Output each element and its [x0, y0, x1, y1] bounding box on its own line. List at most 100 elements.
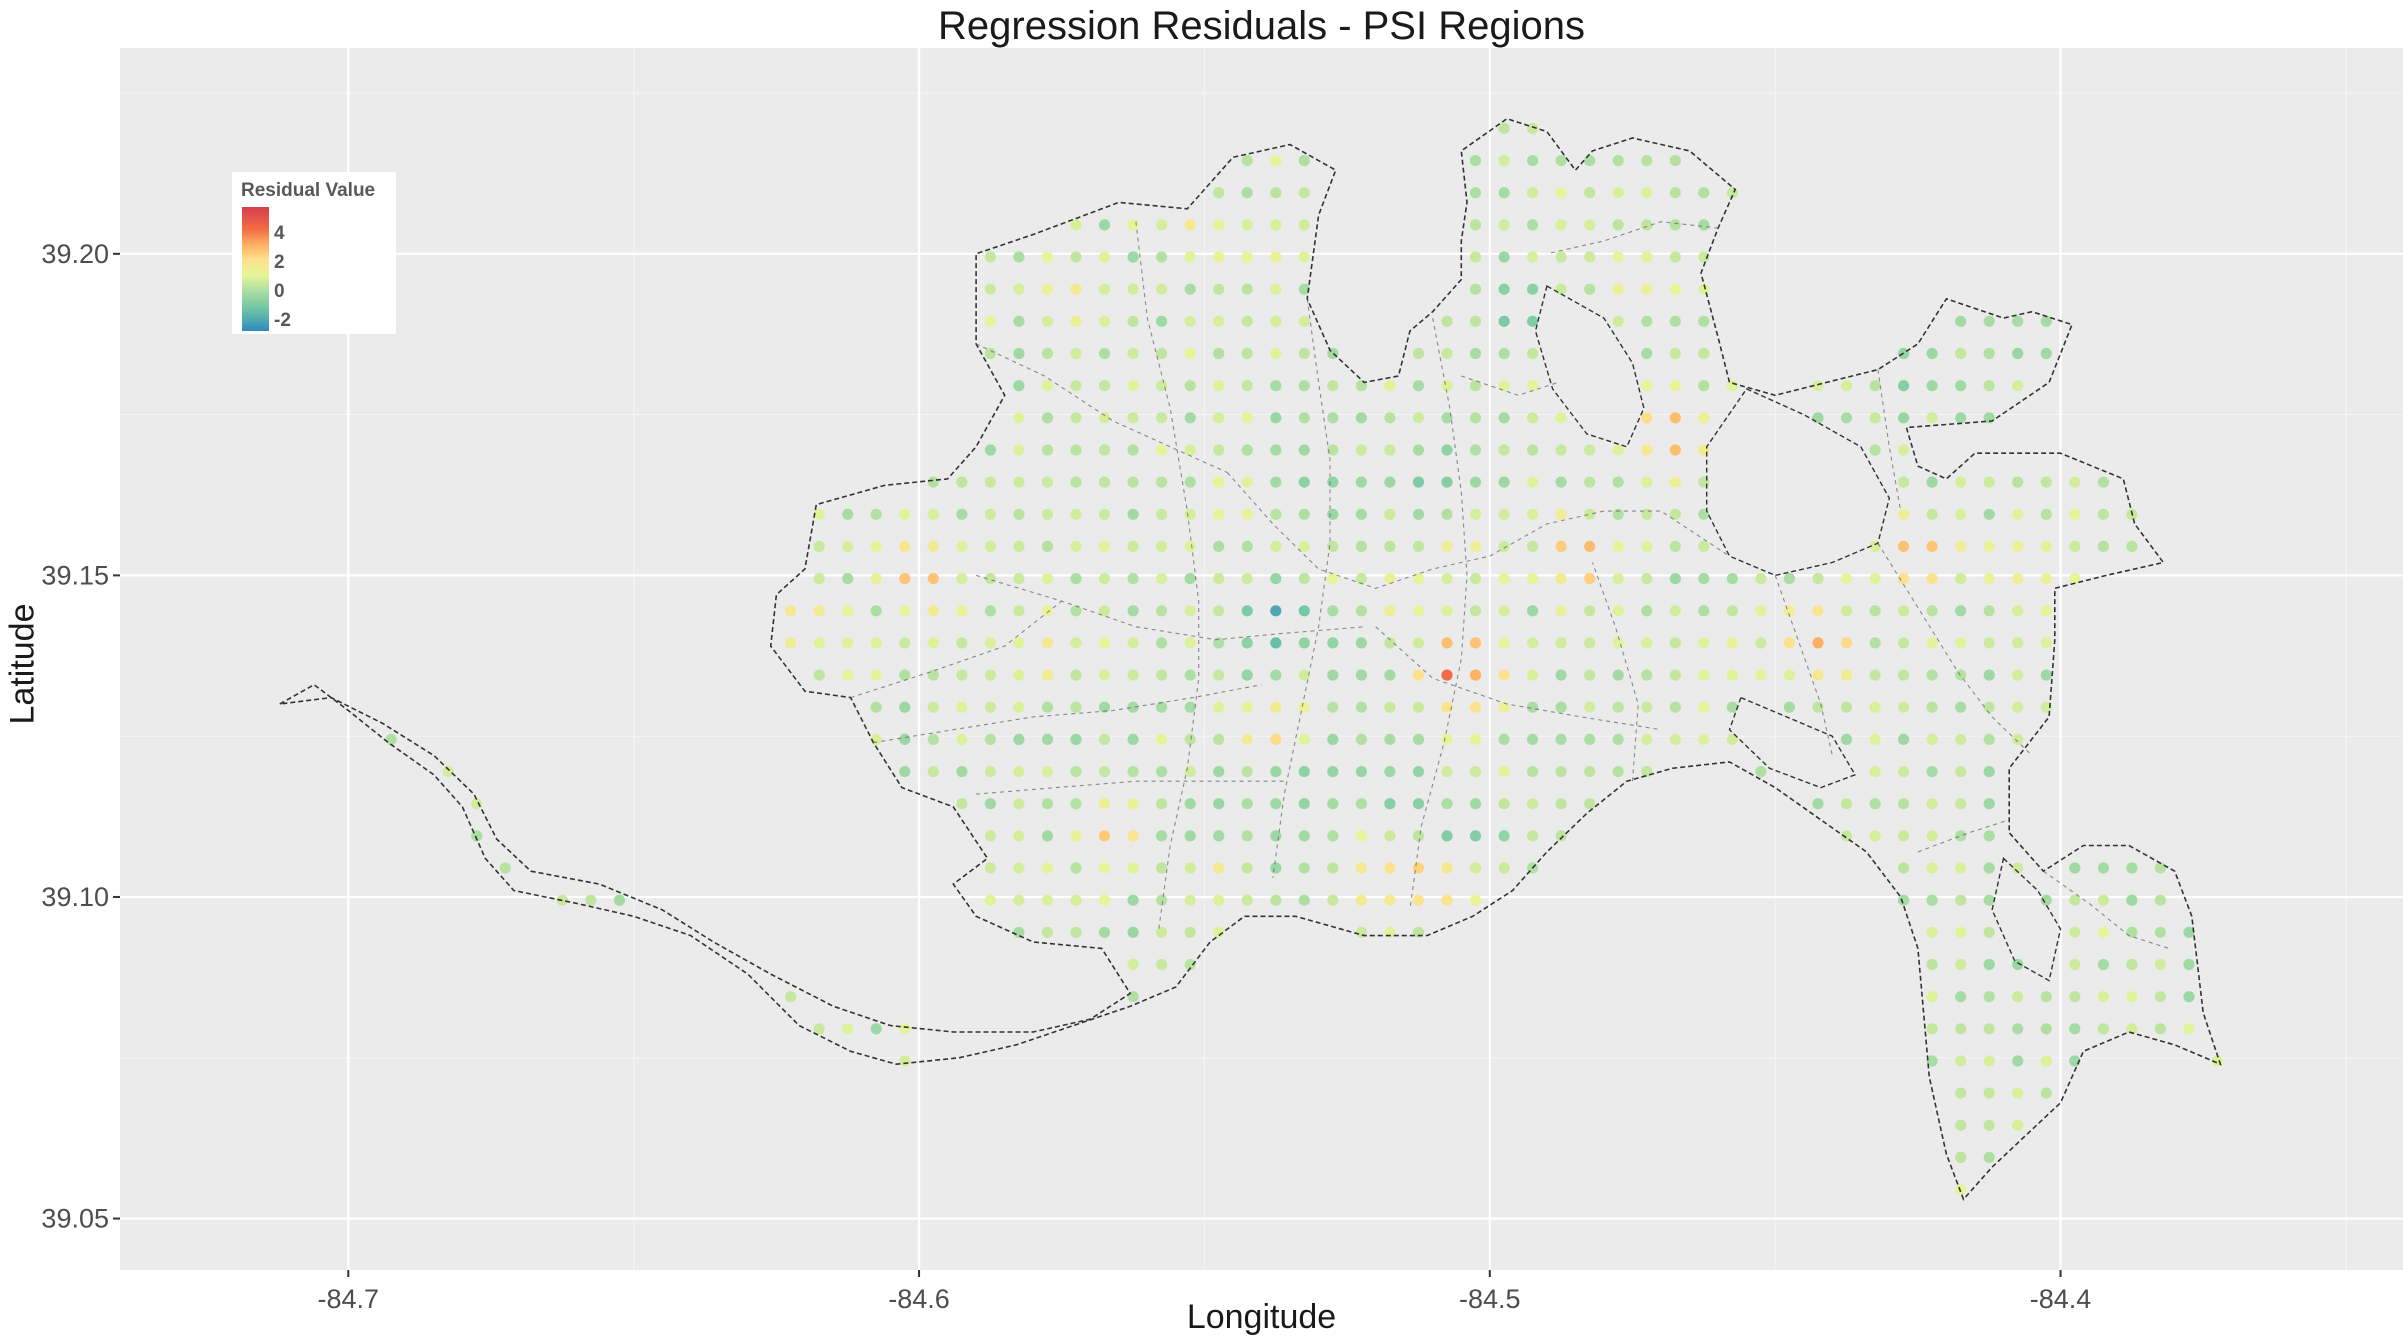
residual-point	[813, 637, 825, 649]
residual-point	[1698, 701, 1710, 713]
residual-point	[1555, 573, 1567, 585]
residual-point	[1926, 1023, 1938, 1035]
residual-point	[927, 540, 939, 553]
residual-point	[1926, 508, 1938, 520]
residual-point	[2069, 573, 2081, 585]
residual-point	[1013, 637, 1025, 649]
residual-point	[899, 540, 911, 553]
residual-point	[2040, 1023, 2052, 1035]
residual-point	[1469, 637, 1482, 649]
residual-point	[899, 669, 911, 681]
residual-point	[1926, 798, 1938, 810]
residual-point	[813, 605, 825, 617]
residual-point	[1041, 798, 1054, 810]
residual-point	[1156, 380, 1168, 392]
residual-point	[1098, 283, 1111, 295]
residual-point	[1612, 637, 1624, 649]
residual-point	[1070, 798, 1082, 810]
residual-point	[1527, 380, 1539, 392]
residual-point	[1298, 862, 1310, 874]
residual-point	[1070, 766, 1082, 778]
residual-point	[1355, 862, 1367, 874]
residual-point	[1527, 283, 1539, 295]
residual-point	[1755, 637, 1767, 649]
residual-point	[1840, 380, 1853, 392]
residual-point	[1469, 219, 1482, 231]
residual-point	[1241, 283, 1253, 295]
residual-point	[1498, 637, 1510, 649]
residual-point	[1298, 830, 1310, 842]
residual-point	[1641, 412, 1653, 424]
residual-point	[1698, 637, 1710, 649]
residual-point	[1213, 830, 1225, 842]
residual-point	[1384, 508, 1396, 520]
residual-point	[1669, 347, 1681, 360]
residual-point	[1955, 315, 1967, 327]
residual-point	[1555, 187, 1567, 199]
residual-point	[1584, 733, 1596, 746]
residual-point	[1555, 155, 1567, 167]
residual-point	[1156, 476, 1168, 488]
residual-point	[1527, 251, 1539, 263]
residual-point	[1298, 798, 1310, 810]
residual-point	[2012, 540, 2024, 553]
residual-point	[1955, 926, 1967, 938]
residual-point	[1298, 444, 1310, 456]
residual-point	[1612, 540, 1624, 553]
residual-point	[1898, 862, 1910, 874]
residual-point	[1327, 540, 1339, 553]
residual-point	[1412, 444, 1425, 456]
residual-point	[1213, 573, 1225, 585]
residual-point	[1898, 669, 1910, 681]
residual-point	[1127, 444, 1139, 456]
region-boundary	[1461, 375, 1559, 396]
residual-point	[984, 251, 997, 263]
residual-point	[813, 573, 825, 585]
y-tick-label: 39.10	[41, 882, 109, 912]
residual-point	[1013, 315, 1025, 327]
residual-point	[1612, 251, 1624, 263]
residual-point	[1898, 798, 1910, 810]
residual-point	[956, 798, 968, 810]
residual-point	[1070, 444, 1082, 456]
residual-point	[2012, 347, 2024, 360]
residual-point	[1156, 540, 1168, 553]
residual-point	[2069, 1023, 2081, 1035]
residual-point	[1441, 798, 1453, 810]
residual-point	[1213, 187, 1225, 199]
residual-point	[1983, 1119, 1995, 1131]
residual-point	[1041, 733, 1054, 746]
residual-point	[1070, 701, 1082, 713]
residual-point	[1898, 894, 1910, 906]
residual-point	[1469, 380, 1482, 392]
residual-point	[1127, 251, 1139, 263]
residual-point	[1298, 283, 1310, 295]
region-boundary	[1135, 221, 1200, 930]
residual-point	[1241, 540, 1253, 553]
residual-point	[2040, 991, 2052, 1003]
residual-point	[1726, 637, 1738, 649]
residual-point	[1213, 476, 1225, 488]
residual-point	[1184, 508, 1196, 520]
residual-point	[1384, 380, 1396, 392]
residual-point	[1469, 701, 1482, 713]
residual-point	[1584, 540, 1596, 553]
residual-point	[1213, 219, 1225, 231]
residual-point	[2012, 637, 2024, 649]
residual-point	[1098, 219, 1111, 231]
residual-point	[1612, 733, 1624, 746]
residual-point	[1213, 444, 1225, 456]
residual-point	[1241, 412, 1253, 424]
residual-point	[899, 1023, 911, 1035]
residual-point	[785, 991, 797, 1003]
residual-point	[1327, 894, 1339, 906]
residual-point	[1270, 444, 1282, 456]
excluded-area-boundary	[1728, 696, 1857, 789]
residual-point	[1669, 540, 1681, 553]
residual-point	[1041, 476, 1054, 488]
residual-point	[1584, 701, 1596, 713]
residual-point	[1812, 573, 1824, 585]
residual-point	[1098, 830, 1111, 842]
residual-point	[899, 766, 911, 778]
residual-point	[2040, 347, 2052, 360]
